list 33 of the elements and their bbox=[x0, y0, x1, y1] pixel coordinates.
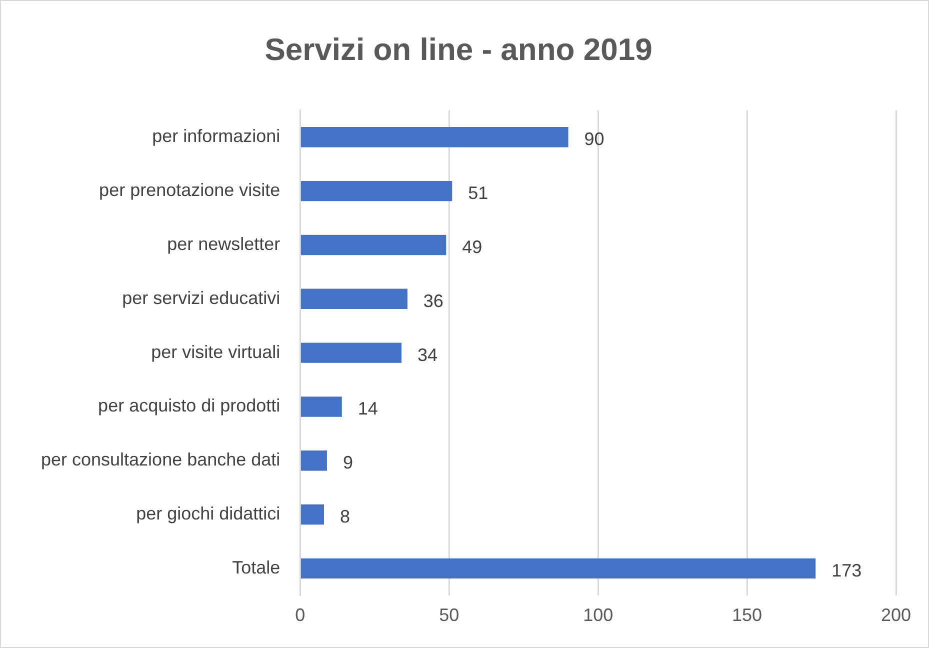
bar bbox=[300, 558, 816, 579]
data-label: 8 bbox=[340, 506, 350, 526]
x-tick-label: 50 bbox=[439, 605, 460, 626]
bar bbox=[300, 396, 342, 417]
data-label: 34 bbox=[417, 344, 438, 365]
y-tick-label: Totale bbox=[232, 557, 280, 578]
y-tick-label: per informazioni bbox=[152, 126, 280, 146]
bar bbox=[300, 504, 324, 525]
data-label: 9 bbox=[342, 452, 353, 473]
x-tick-label: 100 bbox=[583, 605, 614, 626]
data-label: 51 bbox=[468, 183, 488, 204]
x-tick-label: 200 bbox=[880, 605, 912, 626]
x-tick-label: 0 bbox=[295, 605, 306, 626]
data-label: 173 bbox=[832, 560, 862, 580]
y-tick-label: per giochi didattici bbox=[136, 504, 280, 524]
bar bbox=[300, 234, 446, 256]
bar bbox=[300, 450, 327, 471]
bar bbox=[300, 288, 408, 309]
y-tick-label: per prenotazione visite bbox=[99, 180, 280, 200]
data-label: 90 bbox=[584, 129, 604, 150]
data-label: 14 bbox=[358, 398, 378, 419]
bar bbox=[300, 127, 568, 148]
bar bbox=[300, 180, 452, 202]
chart-title: Servizi on line - anno 2019 bbox=[264, 32, 652, 68]
y-tick-label: per visite virtuali bbox=[151, 342, 280, 362]
y-tick-label: per acquisto di prodotti bbox=[98, 396, 280, 416]
data-label: 36 bbox=[423, 290, 444, 311]
bar bbox=[300, 342, 402, 363]
y-tick-label: per consultazione banche dati bbox=[40, 450, 280, 470]
data-label: 49 bbox=[462, 236, 482, 257]
y-tick-label: per servizi educativi bbox=[122, 288, 280, 308]
x-tick-label: 150 bbox=[732, 605, 762, 626]
y-tick-label: per newsletter bbox=[167, 234, 280, 254]
